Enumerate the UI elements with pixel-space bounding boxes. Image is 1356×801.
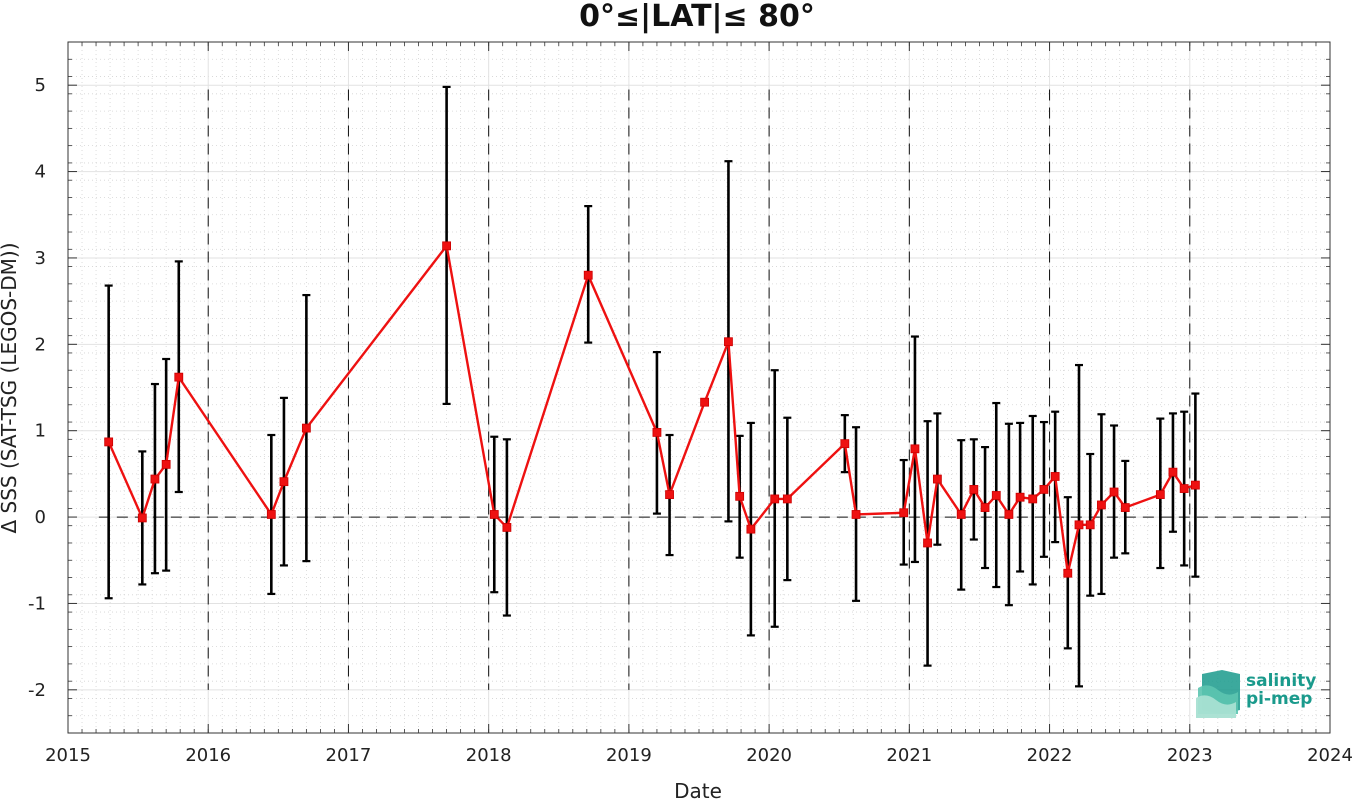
data-point — [1179, 484, 1189, 493]
data-point — [502, 523, 512, 532]
data-point — [489, 510, 499, 519]
data-point — [652, 428, 662, 437]
minor-grid — [68, 41, 1330, 734]
y-axis-label: Δ SSS (SAT-TSG (LEGOS-DM)) — [0, 242, 21, 533]
y-tick-label: 5 — [35, 75, 46, 96]
data-point — [910, 444, 920, 454]
data-point — [1190, 480, 1200, 490]
data-point — [442, 241, 452, 251]
y-tick-labels: -2 -1 0 1 2 3 4 5 — [28, 75, 46, 701]
data-point — [1028, 494, 1038, 504]
data-point — [969, 485, 979, 494]
x-tick-label: 2024 — [1307, 745, 1353, 766]
logo-wave-icon — [1196, 670, 1240, 718]
data-point — [770, 494, 780, 504]
data-point — [899, 508, 909, 518]
data-point — [1109, 487, 1119, 497]
data-point — [700, 397, 710, 407]
data-point — [174, 372, 184, 382]
data-point — [923, 538, 932, 548]
y-tick-label: 0 — [35, 507, 46, 528]
data-point — [735, 491, 745, 501]
year-separators — [207, 89, 1191, 690]
data-point — [1074, 520, 1084, 530]
data-point — [746, 524, 756, 534]
data-point — [840, 439, 850, 449]
data-point — [301, 423, 311, 433]
y-tick-label: -1 — [28, 593, 46, 614]
x-tick-label: 2017 — [326, 745, 372, 766]
data-point — [782, 494, 792, 504]
data-point — [932, 474, 942, 484]
y-tick-label: 2 — [35, 334, 46, 355]
data-point — [1015, 492, 1025, 502]
data-point — [1004, 510, 1014, 519]
data-point — [137, 513, 147, 523]
x-tick-labels: 2015 2016 2017 2018 2019 2020 2021 2022 2023 2024 — [45, 745, 1353, 766]
data-point — [1168, 467, 1178, 477]
salinity-pi-mep-logo: salinity pi-mep — [1196, 668, 1336, 720]
chart-title: 0°≤|LAT|≤ 80° — [579, 0, 815, 34]
data-point — [665, 490, 674, 500]
y-tick-label: -2 — [28, 680, 46, 701]
x-tick-label: 2020 — [746, 745, 792, 766]
y-tick-label: 1 — [35, 421, 46, 442]
x-tick-label: 2022 — [1027, 745, 1073, 766]
data-point — [1063, 568, 1073, 578]
y-tick-label: 4 — [35, 162, 46, 183]
x-tick-label: 2016 — [185, 745, 231, 766]
data-point — [104, 437, 114, 447]
data-point — [1097, 500, 1106, 510]
data-point — [980, 503, 990, 512]
x-tick-label: 2019 — [606, 745, 652, 766]
data-point — [724, 337, 733, 347]
data-point — [266, 510, 276, 519]
data-point — [583, 270, 593, 280]
data-point — [991, 491, 1001, 500]
x-tick-label: 2015 — [45, 745, 91, 766]
logo-text-salinity: salinity — [1246, 671, 1317, 691]
data-point — [1155, 490, 1165, 500]
data-point — [1050, 472, 1060, 481]
data-point — [161, 459, 171, 469]
x-tick-label: 2023 — [1167, 745, 1213, 766]
x-tick-label: 2021 — [886, 745, 932, 766]
data-point — [150, 474, 160, 484]
axis-ticks — [67, 41, 1331, 734]
y-tick-label: 3 — [35, 248, 46, 269]
x-tick-label: 2018 — [466, 745, 512, 766]
logo-text-pi-mep: pi-mep — [1246, 689, 1313, 709]
data-point — [1120, 503, 1130, 512]
data-point — [1085, 520, 1095, 530]
x-axis-label: Date — [674, 779, 722, 801]
data-markers — [104, 241, 1200, 578]
data-point — [956, 510, 966, 519]
data-point — [279, 477, 289, 487]
data-point — [1039, 485, 1049, 494]
data-point — [851, 510, 861, 519]
